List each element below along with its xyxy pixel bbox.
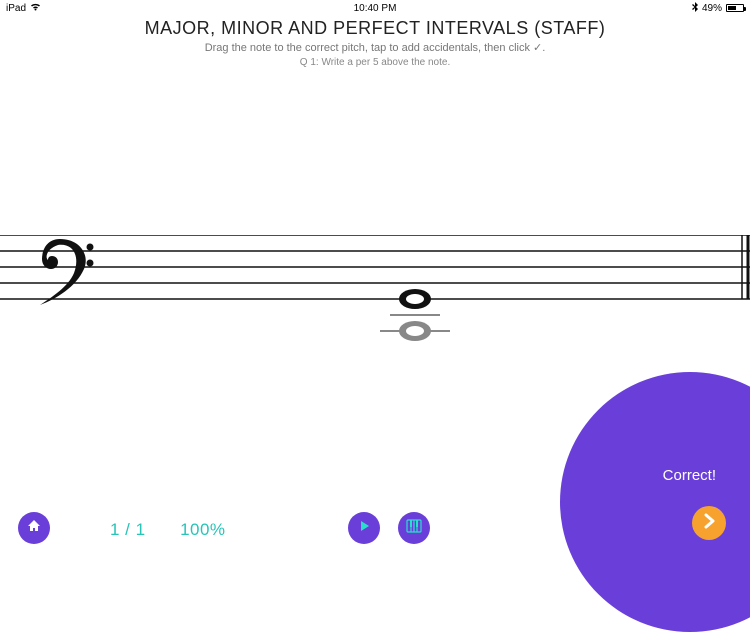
staff-lines bbox=[0, 235, 750, 299]
battery-icon bbox=[726, 4, 744, 12]
next-button[interactable] bbox=[692, 506, 726, 540]
chevron-right-icon bbox=[701, 513, 717, 534]
keyboard-icon bbox=[406, 519, 422, 538]
feedback-label: Correct! bbox=[663, 467, 716, 484]
note-given[interactable] bbox=[399, 321, 431, 341]
status-bar: iPad 10:40 PM 49% bbox=[0, 0, 750, 16]
score-display: 1 / 1 100% bbox=[110, 520, 226, 540]
wifi-icon bbox=[30, 3, 41, 14]
page-subtitle: Drag the note to the correct pitch, tap … bbox=[0, 41, 750, 54]
bluetooth-icon bbox=[692, 2, 698, 15]
keyboard-button[interactable] bbox=[398, 512, 430, 544]
bass-clef-icon bbox=[40, 239, 94, 305]
home-button[interactable] bbox=[18, 512, 50, 544]
play-icon bbox=[357, 519, 371, 538]
page-title: MAJOR, MINOR AND PERFECT INTERVALS (STAF… bbox=[0, 18, 750, 39]
play-button[interactable] bbox=[348, 512, 380, 544]
note-answer[interactable] bbox=[399, 289, 431, 309]
progress-text: 1 / 1 bbox=[110, 520, 146, 539]
staff[interactable] bbox=[0, 235, 750, 375]
question-text: Q 1: Write a per 5 above the note. bbox=[0, 57, 750, 68]
percent-text: 100% bbox=[180, 520, 225, 539]
device-label: iPad bbox=[6, 3, 26, 14]
battery-percent: 49% bbox=[702, 3, 722, 14]
feedback-bubble bbox=[560, 372, 750, 632]
home-icon bbox=[26, 518, 42, 539]
header: MAJOR, MINOR AND PERFECT INTERVALS (STAF… bbox=[0, 18, 750, 68]
clock: 10:40 PM bbox=[354, 3, 397, 14]
